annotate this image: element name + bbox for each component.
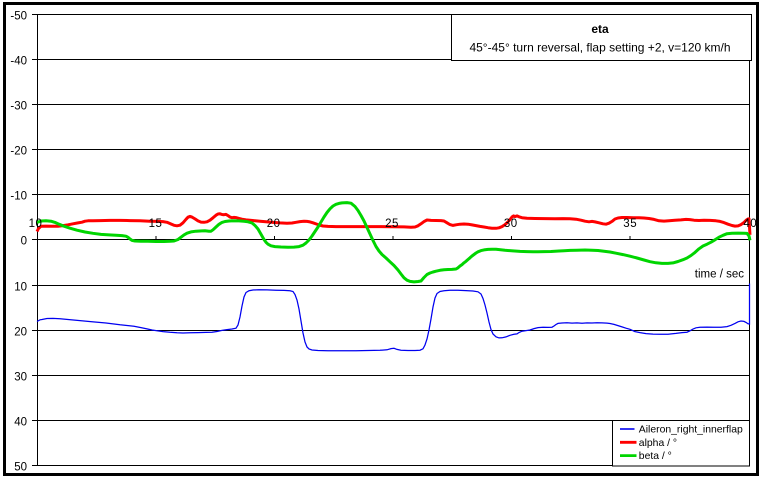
svg-text:45°-45° turn reversal, flap se: 45°-45° turn reversal, flap setting +2, … [469,41,730,55]
svg-text:20: 20 [267,218,281,230]
svg-text:-40: -40 [10,56,27,68]
svg-text:-20: -20 [10,146,27,158]
svg-text:alpha / °: alpha / ° [639,438,677,449]
svg-text:15: 15 [149,218,163,230]
svg-text:eta: eta [591,22,609,36]
svg-text:time / sec: time / sec [695,269,744,281]
svg-text:50: 50 [14,462,27,474]
svg-text:beta / °: beta / ° [639,451,672,462]
svg-text:-10: -10 [10,191,27,203]
svg-text:40: 40 [743,218,757,230]
svg-text:25: 25 [385,218,399,230]
svg-text:10: 10 [29,218,43,230]
svg-text:-50: -50 [10,11,27,23]
svg-text:30: 30 [504,218,518,230]
svg-text:0: 0 [21,236,27,248]
svg-text:30: 30 [14,372,27,384]
svg-text:40: 40 [14,417,27,429]
svg-text:Aileron_right_innerflap: Aileron_right_innerflap [639,425,743,436]
svg-text:10: 10 [14,282,27,294]
svg-text:35: 35 [623,218,637,230]
svg-text:20: 20 [14,327,27,339]
svg-text:-30: -30 [10,101,27,113]
